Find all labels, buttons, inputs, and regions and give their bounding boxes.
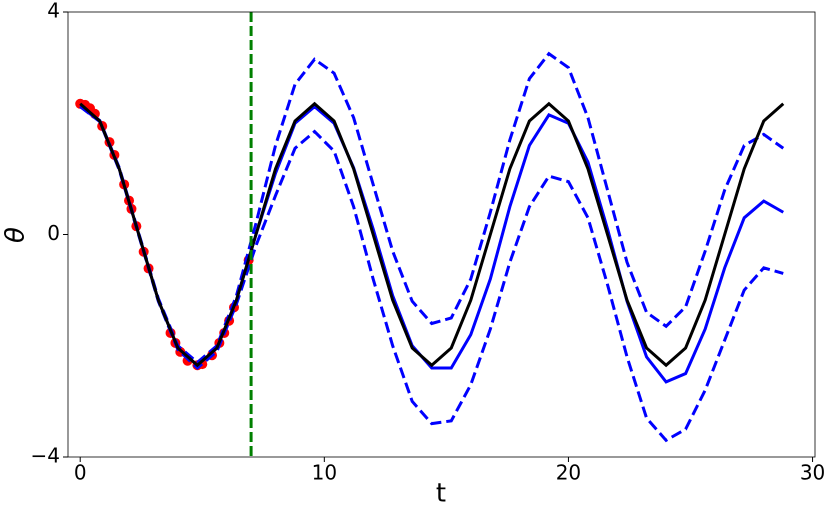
plot-frame: [67, 11, 816, 458]
y-tick-label: 4: [47, 0, 60, 23]
bound-line: [79, 51, 785, 365]
y-tick-label: −4: [31, 444, 60, 468]
x-tick-label: 10: [312, 461, 337, 485]
x-tick-label: 30: [800, 461, 825, 485]
x-axis-label: t: [436, 479, 446, 509]
y-axis-label: θ: [1, 227, 31, 243]
x-tick-label: 0: [74, 461, 87, 485]
bound-line: [79, 105, 784, 443]
y-tick-label: 0: [47, 221, 60, 245]
x-tick-label: 20: [556, 461, 581, 485]
line: [79, 104, 785, 384]
line: [79, 101, 785, 368]
